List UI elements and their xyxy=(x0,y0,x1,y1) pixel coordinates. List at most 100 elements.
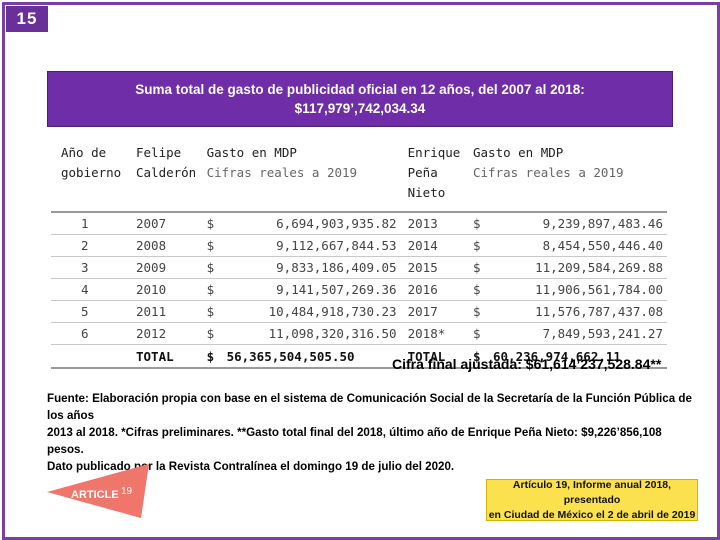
source-line3: Dato publicado por la Revista Contralíne… xyxy=(47,460,455,473)
header-calderon-l1: Felipe xyxy=(136,145,182,160)
currency-symbol: $ xyxy=(473,304,481,319)
table-row: 3 2009 $9,833,186,409.05 2015 $11,209,58… xyxy=(51,256,667,279)
total-label-pena: TOTAL xyxy=(403,344,469,369)
callout-line2: en Ciudad de México el 2 de abril de 201… xyxy=(488,508,696,521)
cell-gasto-pena: $8,454,550,446.40 xyxy=(469,234,667,257)
total-label-calderon: TOTAL xyxy=(132,344,203,369)
amount: 7,849,593,241.27 xyxy=(542,326,663,341)
cell-year-calderon: 2007 xyxy=(132,212,203,235)
currency-symbol: $ xyxy=(473,260,481,275)
cell-gasto-calderon: $10,484,918,730.23 xyxy=(202,300,404,323)
cell-gasto-calderon: $9,112,667,844.53 xyxy=(202,234,404,257)
article19-logo: ARTICLE 19 xyxy=(47,464,149,518)
currency-symbol: $ xyxy=(206,282,215,297)
amount: 9,833,186,409.05 xyxy=(276,260,397,275)
cell-gasto-pena: $9,239,897,483.46 xyxy=(469,212,667,235)
cell-anio: 5 xyxy=(51,300,132,323)
amount: 9,239,897,483.46 xyxy=(542,216,663,231)
cell-anio: 3 xyxy=(51,256,132,279)
total-amount-pena: 60,236,974,662.11 xyxy=(493,348,621,364)
header-title-line1: Suma total de gasto de publicidad oficia… xyxy=(135,82,585,97)
total-value-calderon: $56,365,504,505.50 xyxy=(202,344,404,369)
cell-gasto-pena: $11,209,584,269.88 xyxy=(469,256,667,279)
header-banner: Suma total de gasto de publicidad oficia… xyxy=(47,71,673,127)
header-anio-l2: gobierno xyxy=(61,165,122,180)
cell-anio: 6 xyxy=(51,322,132,345)
amount: 9,112,667,844.53 xyxy=(276,238,397,253)
cell-empty xyxy=(51,344,132,369)
cell-gasto-pena: $11,576,787,437.08 xyxy=(469,300,667,323)
cell-gasto-calderon: $9,141,507,269.36 xyxy=(202,278,404,301)
spending-table-wrapper: Año de gobierno Felipe Calderón Gasto en… xyxy=(51,138,667,369)
cell-year-pena: 2014 xyxy=(403,234,469,257)
amount: 11,906,561,784.00 xyxy=(535,282,663,297)
amount: 10,484,918,730.23 xyxy=(268,304,397,319)
cifra-final-ajustada: Cifra final ajustada: $61,614’237,528.84… xyxy=(392,356,662,372)
amount: 8,454,550,446.40 xyxy=(542,238,663,253)
cell-anio: 4 xyxy=(51,278,132,301)
cell-gasto-calderon: $6,694,903,935.82 xyxy=(202,212,404,235)
cell-anio: 2 xyxy=(51,234,132,257)
total-amount-calderon: 56,365,504,505.50 xyxy=(226,348,355,364)
currency-symbol: $ xyxy=(206,260,215,275)
currency-symbol: $ xyxy=(473,326,481,341)
header-gasto1-l1: Gasto en MDP xyxy=(206,145,297,160)
report-callout: Artículo 19, Informe anual 2018, present… xyxy=(486,479,698,521)
cell-year-pena: 2013 xyxy=(403,212,469,235)
amount: 11,098,320,316.50 xyxy=(268,326,397,341)
currency-symbol: $ xyxy=(473,216,481,231)
cell-year-pena: 2017 xyxy=(403,300,469,323)
cell-year-calderon: 2011 xyxy=(132,300,203,323)
currency-symbol: $ xyxy=(473,348,481,364)
header-anio-l1: Año de xyxy=(61,145,107,160)
cell-year-calderon: 2010 xyxy=(132,278,203,301)
cell-year-pena: 2016 xyxy=(403,278,469,301)
table-row: 6 2012 $11,098,320,316.50 2018* $7,849,5… xyxy=(51,322,667,345)
amount: 6,694,903,935.82 xyxy=(276,216,397,231)
table-row: 5 2011 $10,484,918,730.23 2017 $11,576,7… xyxy=(51,300,667,323)
currency-symbol: $ xyxy=(473,282,481,297)
cell-gasto-pena: $7,849,593,241.27 xyxy=(469,322,667,345)
header-gasto1-l2: Cifras reales a 2019 xyxy=(206,165,358,180)
header-calderon-l2: Calderón xyxy=(136,165,197,180)
header-gasto2-l2: Cifras reales a 2019 xyxy=(473,165,624,180)
header-title-line2: $117,979’,742,034.34 xyxy=(294,101,426,116)
cell-year-calderon: 2009 xyxy=(132,256,203,279)
amount: 11,576,787,437.08 xyxy=(535,304,663,319)
source-line2: 2013 al 2018. *Cifras preliminares. **Ga… xyxy=(47,426,662,456)
currency-symbol: $ xyxy=(206,216,215,231)
source-line1: Fuente: Elaboración propia con base en e… xyxy=(47,392,692,422)
amount: 11,209,584,269.88 xyxy=(535,260,663,275)
header-gasto-pena: Gasto en MDP Cifras reales a 2019 xyxy=(469,138,667,213)
header-calderon: Felipe Calderón xyxy=(132,138,203,213)
cell-year-pena: 2018* xyxy=(403,322,469,345)
currency-symbol: $ xyxy=(473,238,481,253)
amount: 9,141,507,269.36 xyxy=(276,282,397,297)
header-pena-l2: Peña Nieto xyxy=(407,165,446,200)
currency-symbol: $ xyxy=(206,238,215,253)
currency-symbol: $ xyxy=(206,348,215,364)
cell-anio: 1 xyxy=(51,212,132,235)
table-header-row: Año de gobierno Felipe Calderón Gasto en… xyxy=(51,138,667,213)
header-gasto-calderon: Gasto en MDP Cifras reales a 2019 xyxy=(202,138,404,213)
logo-shape xyxy=(47,464,149,518)
spending-table: Año de gobierno Felipe Calderón Gasto en… xyxy=(51,138,667,369)
header-gasto2-l1: Gasto en MDP xyxy=(473,145,564,160)
logo-number: 19 xyxy=(121,486,133,497)
cell-year-calderon: 2012 xyxy=(132,322,203,345)
cell-year-calderon: 2008 xyxy=(132,234,203,257)
currency-symbol: $ xyxy=(206,326,215,341)
cell-gasto-pena: $11,906,561,784.00 xyxy=(469,278,667,301)
header-pena: Enrique Peña Nieto xyxy=(403,138,469,213)
cell-gasto-calderon: $11,098,320,316.50 xyxy=(202,322,404,345)
source-note: Fuente: Elaboración propia con base en e… xyxy=(47,390,697,475)
total-value-pena: $60,236,974,662.11 xyxy=(469,344,667,369)
table-row: 1 2007 $6,694,903,935.82 2013 $9,239,897… xyxy=(51,212,667,235)
logo-text: ARTICLE xyxy=(71,489,119,501)
cell-gasto-calderon: $9,833,186,409.05 xyxy=(202,256,404,279)
table-row: 2 2008 $9,112,667,844.53 2014 $8,454,550… xyxy=(51,234,667,257)
header-pena-l1: Enrique xyxy=(407,145,461,160)
currency-symbol: $ xyxy=(206,304,215,319)
cell-year-pena: 2015 xyxy=(403,256,469,279)
table-row: 4 2010 $9,141,507,269.36 2016 $11,906,56… xyxy=(51,278,667,301)
